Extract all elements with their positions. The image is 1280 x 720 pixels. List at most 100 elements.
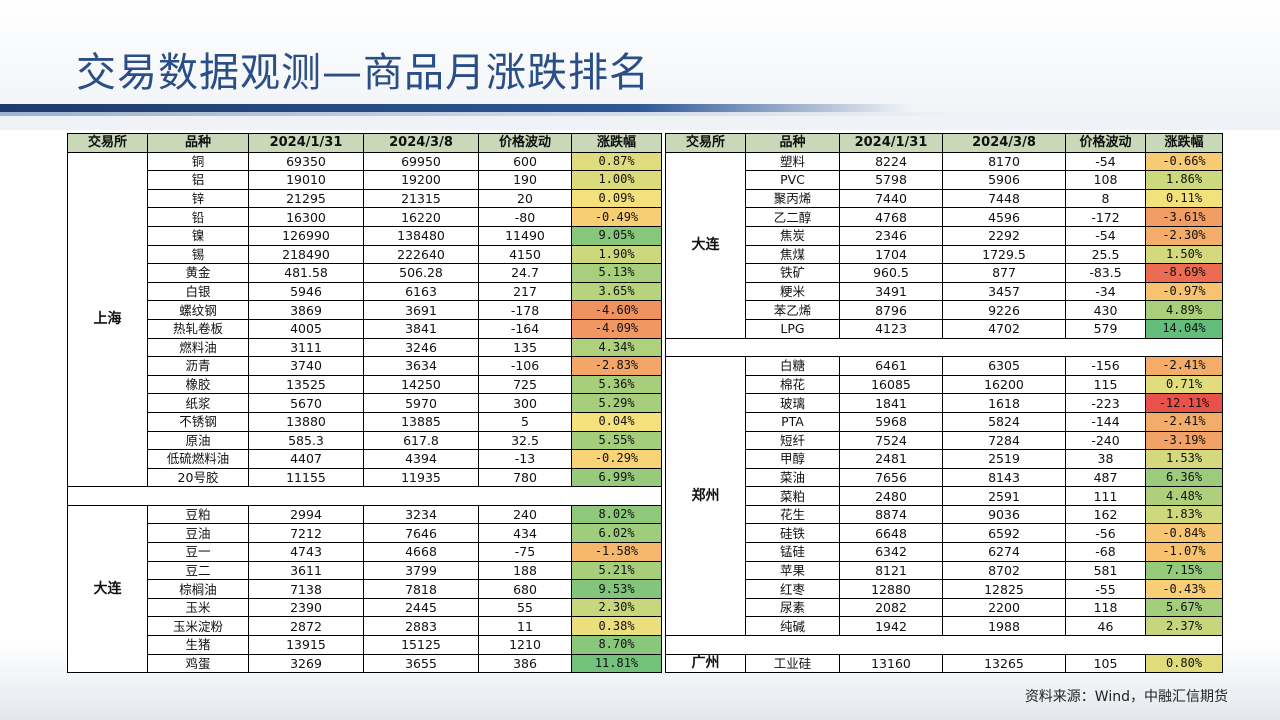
price-start: 4123 <box>839 318 943 339</box>
price-end: 9036 <box>942 504 1066 525</box>
table-row: 广州 工业硅 13160 13265 105 0.80% <box>665 653 1223 674</box>
price-start: 2346 <box>839 225 943 246</box>
price-change: -54 <box>1065 151 1146 172</box>
commodity-name: 鸡蛋 <box>147 653 249 674</box>
price-end: 2519 <box>942 449 1066 469</box>
exchange-cell: 大连 <box>67 504 148 674</box>
price-end: 4668 <box>363 542 479 562</box>
pct-change: 9.53% <box>571 579 662 599</box>
price-change: 162 <box>1065 504 1146 525</box>
table-row: 20号胶 11155 11935 780 6.99% <box>68 467 662 488</box>
pct-change: 1.50% <box>1145 244 1223 265</box>
price-change: 579 <box>1065 318 1146 339</box>
commodity-name: 铝 <box>147 170 249 190</box>
price-end: 506.28 <box>363 263 479 283</box>
exchange-cell: 郑州 <box>665 356 746 637</box>
price-change: 5 <box>478 411 572 432</box>
price-start: 4005 <box>248 318 364 339</box>
table-row: 粳米 3491 3457 -34 -0.97% <box>666 281 1223 302</box>
commodity-name: 原油 <box>147 430 249 451</box>
commodity-name: 黄金 <box>147 263 249 283</box>
pct-change: -0.43% <box>1145 579 1223 599</box>
pct-change: -2.30% <box>1145 225 1223 246</box>
price-change: 115 <box>1065 374 1146 395</box>
price-start: 5968 <box>839 411 943 432</box>
pct-change: -2.83% <box>571 356 662 376</box>
table-row: 短纤 7524 7284 -240 -3.19% <box>666 430 1223 451</box>
price-change: 4150 <box>478 244 572 265</box>
price-change: -156 <box>1065 356 1146 376</box>
price-change: 487 <box>1065 467 1146 488</box>
table-row: 焦炭 2346 2292 -54 -2.30% <box>666 225 1223 246</box>
price-change: 11 <box>478 616 572 637</box>
price-start: 13915 <box>248 635 364 655</box>
header-date-end: 2024/3/8 <box>942 133 1066 153</box>
price-end: 3799 <box>363 560 479 581</box>
commodity-name: PVC <box>745 170 840 190</box>
table-row: 热轧卷板 4005 3841 -164 -4.09% <box>68 318 662 339</box>
commodity-name: 螺纹钢 <box>147 300 249 320</box>
exchange-cell: 上海 <box>67 151 148 488</box>
pct-change: 1.00% <box>571 170 662 190</box>
header-row: 交易所 品种 2024/1/31 2024/3/8 价格波动 涨跌幅 <box>67 133 662 153</box>
price-end: 3634 <box>363 356 479 376</box>
price-end: 16200 <box>942 374 1066 395</box>
table-row: 大连 豆粕 2994 3234 240 8.02% <box>67 504 662 674</box>
price-end: 8170 <box>942 151 1066 172</box>
pct-change: -4.60% <box>571 300 662 320</box>
price-start: 6342 <box>839 542 943 562</box>
pct-change: 4.89% <box>1145 300 1223 320</box>
pct-change: 4.48% <box>1145 486 1223 506</box>
table-row: 玉米淀粉 2872 2883 11 0.38% <box>68 616 662 637</box>
price-end: 15125 <box>363 635 479 655</box>
pct-change: 7.15% <box>1145 560 1223 581</box>
pct-change: -12.11% <box>1145 393 1223 413</box>
price-start: 7138 <box>248 579 364 599</box>
header-date-end: 2024/3/8 <box>363 133 479 153</box>
price-start: 12880 <box>839 579 943 599</box>
price-end: 5906 <box>942 170 1066 190</box>
header-commodity: 品种 <box>745 133 840 153</box>
price-start: 481.58 <box>248 263 364 283</box>
price-start: 1841 <box>839 393 943 413</box>
pct-change: 1.53% <box>1145 449 1223 469</box>
price-change: 581 <box>1065 560 1146 581</box>
price-end: 2445 <box>363 597 479 618</box>
pct-change: 8.70% <box>571 635 662 655</box>
commodity-name: 纸浆 <box>147 393 249 413</box>
price-end: 3691 <box>363 300 479 320</box>
price-start: 8796 <box>839 300 943 320</box>
pct-change: -1.07% <box>1145 542 1223 562</box>
table-row: 镍 126990 138480 11490 9.05% <box>68 225 662 246</box>
table-row: 鸡蛋 3269 3655 386 11.81% <box>68 653 662 674</box>
price-change: -54 <box>1065 225 1146 246</box>
price-change: 118 <box>1065 597 1146 618</box>
header-exchange: 交易所 <box>67 133 148 153</box>
price-change: -13 <box>478 449 572 469</box>
pct-change: -8.69% <box>1145 263 1223 283</box>
price-end: 14250 <box>363 374 479 395</box>
pct-change: 4.34% <box>571 337 662 358</box>
price-start: 8121 <box>839 560 943 581</box>
price-change: 780 <box>478 467 572 488</box>
price-change: -164 <box>478 318 572 339</box>
pct-change: 5.36% <box>571 374 662 395</box>
table-row: 铅 16300 16220 -80 -0.49% <box>68 207 662 227</box>
section-separator <box>67 486 662 506</box>
commodity-name: 白银 <box>147 281 249 302</box>
commodity-name: LPG <box>745 318 840 339</box>
price-end: 16220 <box>363 207 479 227</box>
header-date-start: 2024/1/31 <box>839 133 943 153</box>
commodity-name: 苹果 <box>745 560 840 581</box>
price-start: 8874 <box>839 504 943 525</box>
commodity-name: 苯乙烯 <box>745 300 840 320</box>
pct-change: 3.65% <box>571 281 662 302</box>
price-change: 240 <box>478 504 572 525</box>
price-change: 20 <box>478 188 572 209</box>
commodity-name: 棉花 <box>745 374 840 395</box>
commodity-name: 棕榈油 <box>147 579 249 599</box>
table-row: 锰硅 6342 6274 -68 -1.07% <box>666 542 1223 562</box>
price-end: 9226 <box>942 300 1066 320</box>
commodity-name: 硅铁 <box>745 523 840 544</box>
pct-change: 11.81% <box>571 653 662 674</box>
